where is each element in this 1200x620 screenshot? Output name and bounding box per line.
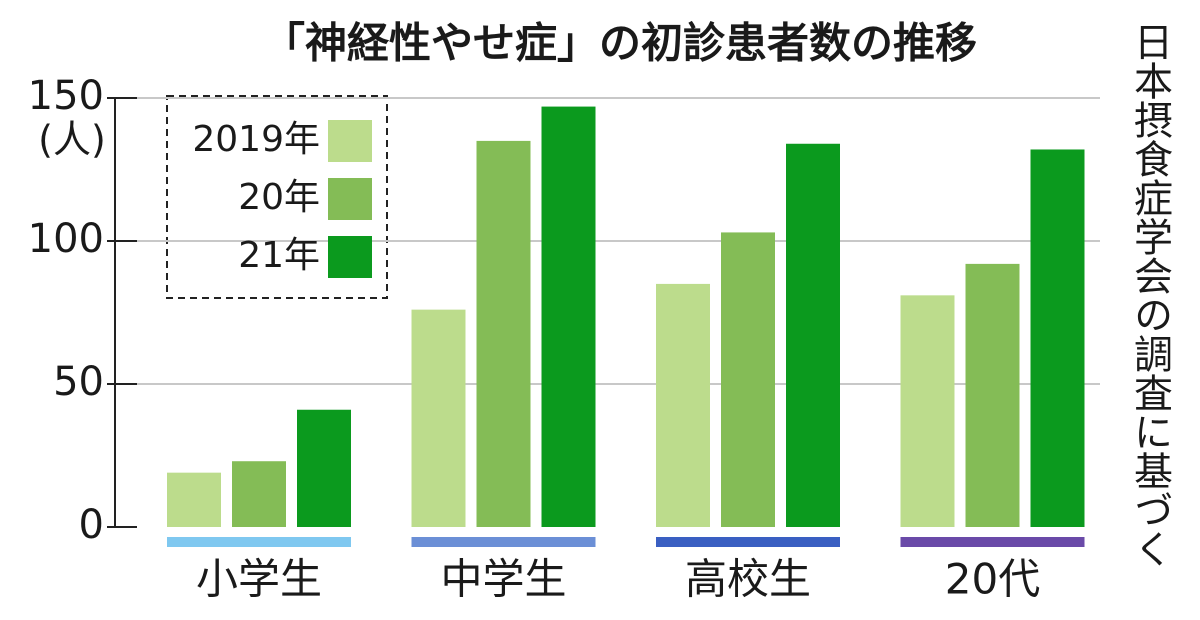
y-tick-label: 50 bbox=[53, 359, 104, 405]
bar bbox=[656, 283, 710, 527]
bar bbox=[1030, 149, 1085, 528]
y-tick-label: 150 bbox=[28, 73, 104, 119]
category-underline bbox=[411, 537, 596, 547]
x-tick-label: 20代 bbox=[945, 555, 1040, 604]
bar bbox=[411, 309, 466, 527]
bar bbox=[297, 409, 351, 527]
x-tick-label: 高校生 bbox=[685, 555, 811, 604]
legend-label: 2019年 bbox=[192, 119, 320, 160]
legend-label: 20年 bbox=[238, 177, 320, 218]
y-axis-label: (人) bbox=[38, 118, 106, 162]
source-note: 日本摂食症学会の調査に基づく bbox=[1128, 22, 1173, 568]
x-tick-label: 小学生 bbox=[196, 555, 322, 604]
x-tick-label: 中学生 bbox=[440, 555, 566, 604]
y-tick-label: 100 bbox=[28, 216, 104, 262]
category-underline bbox=[656, 537, 840, 547]
bar bbox=[721, 232, 775, 528]
legend-swatch bbox=[328, 236, 372, 278]
legend-box bbox=[166, 95, 388, 299]
bar bbox=[167, 472, 221, 527]
bar bbox=[900, 295, 955, 527]
bar bbox=[965, 263, 1020, 527]
legend-swatch bbox=[328, 120, 372, 162]
bar bbox=[476, 140, 531, 527]
legend-label: 21年 bbox=[238, 235, 320, 276]
bar bbox=[232, 461, 286, 527]
chart-title: 「神経性やせ症」の初診患者数の推移 bbox=[263, 19, 977, 68]
category-underline bbox=[900, 537, 1085, 547]
bar bbox=[786, 143, 840, 527]
y-tick-label: 0 bbox=[79, 502, 104, 548]
category-underline bbox=[167, 537, 351, 547]
bar bbox=[541, 106, 596, 527]
legend-swatch bbox=[328, 178, 372, 220]
